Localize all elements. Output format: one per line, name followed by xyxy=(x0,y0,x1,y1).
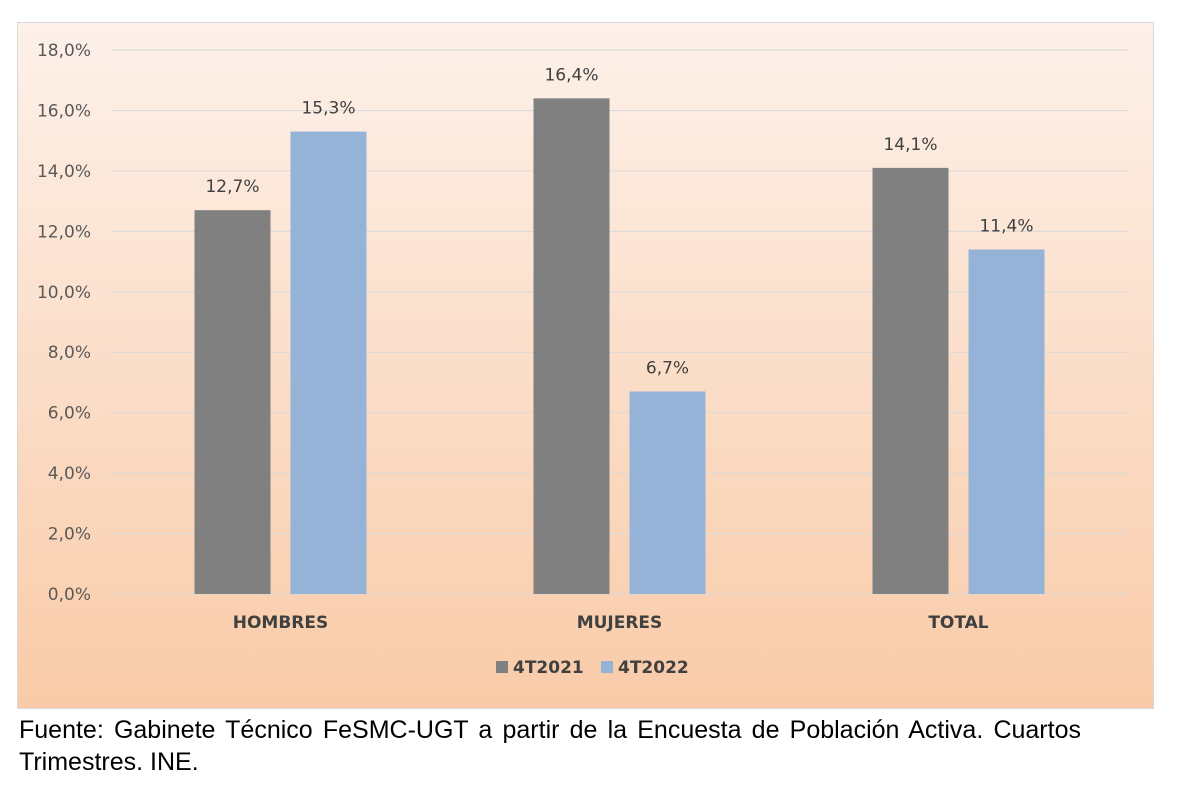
y-tick-label: 14,0% xyxy=(37,162,91,182)
y-tick-label: 6,0% xyxy=(48,404,91,424)
legend-swatch xyxy=(496,661,508,673)
bar-4t2021-total xyxy=(872,167,949,594)
data-labels: 12,7% 15,3% 16,4% 6,7% 14,1% 11,4% xyxy=(205,65,1033,378)
y-tick-label: 8,0% xyxy=(48,343,91,363)
data-label: 14,1% xyxy=(883,135,937,155)
legend: 4T2021 4T2022 xyxy=(496,658,689,678)
gridlines xyxy=(111,49,1128,595)
bars xyxy=(194,98,1045,594)
legend-label: 4T2022 xyxy=(618,658,689,678)
data-label: 15,3% xyxy=(301,99,355,119)
y-tick-label: 2,0% xyxy=(48,525,91,545)
data-label: 12,7% xyxy=(205,177,259,197)
bar-4t2022-total xyxy=(968,249,1045,594)
category-label: HOMBRES xyxy=(233,613,329,633)
data-label: 6,7% xyxy=(646,359,689,379)
category-label: MUJERES xyxy=(577,613,663,633)
y-tick-label: 18,0% xyxy=(37,41,91,61)
y-axis-ticks: 0,0% 2,0% 4,0% 6,0% 8,0% 10,0% 12,0% 14,0% 16,0%… xyxy=(37,41,91,605)
x-axis-categories: HOMBRES MUJERES TOTAL xyxy=(233,613,989,633)
y-tick-label: 10,0% xyxy=(37,283,91,303)
y-tick-label: 4,0% xyxy=(48,464,91,484)
bar-4t2021-hombres xyxy=(194,210,271,594)
legend-label: 4T2021 xyxy=(513,658,584,678)
y-tick-label: 16,0% xyxy=(37,101,91,121)
bar-chart: 0,0% 2,0% 4,0% 6,0% 8,0% 10,0% 12,0% 14,0% 16,0%… xyxy=(18,23,1153,708)
y-tick-label: 0,0% xyxy=(48,585,91,605)
source-note: Fuente: Gabinete Técnico FeSMC-UGT a par… xyxy=(19,716,1081,776)
bar-4t2021-mujeres xyxy=(533,98,610,594)
data-label: 11,4% xyxy=(979,216,1033,236)
bar-4t2022-hombres xyxy=(290,131,367,594)
chart-area: 0,0% 2,0% 4,0% 6,0% 8,0% 10,0% 12,0% 14,0% 16,0%… xyxy=(17,22,1154,709)
bar-4t2022-mujeres xyxy=(629,391,706,594)
y-tick-label: 12,0% xyxy=(37,222,91,242)
legend-swatch xyxy=(601,661,613,673)
category-label: TOTAL xyxy=(928,613,988,633)
data-label: 16,4% xyxy=(544,65,598,85)
